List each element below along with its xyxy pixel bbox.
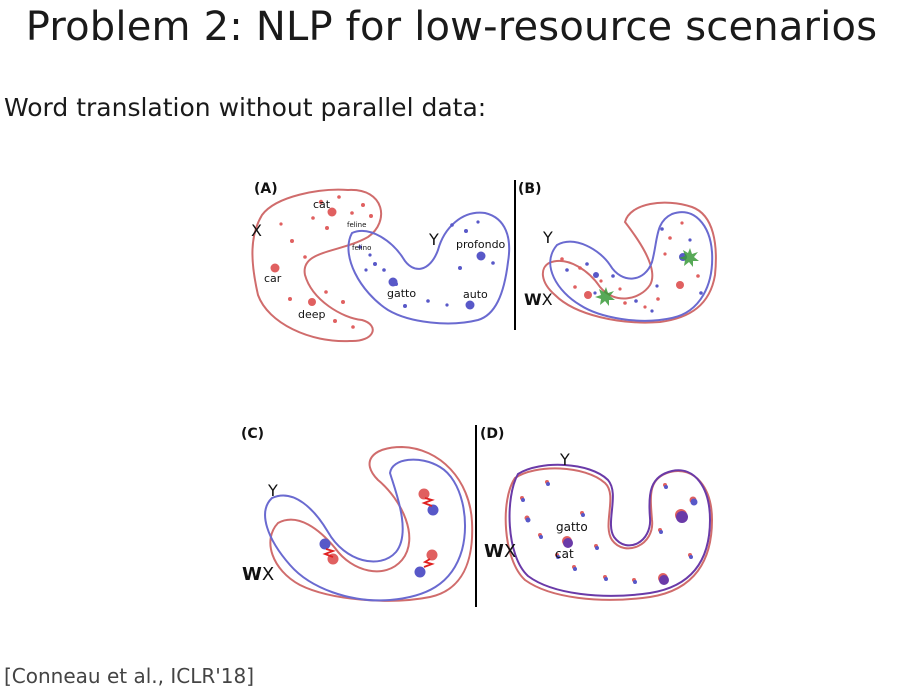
target-space-y-outline: [347, 211, 511, 325]
panel-b-label: (B): [518, 181, 541, 197]
word-label-gatto-d: gatto: [556, 520, 588, 534]
panel-c-label: (C): [241, 426, 264, 442]
target-space-y-outline-b: [549, 211, 714, 322]
zigzag-icons-c: [322, 497, 435, 568]
mapped-space-wx-outline-d: [504, 467, 714, 601]
word-label-felino: felino: [352, 244, 371, 252]
space-wx-label-c: WX: [242, 564, 274, 585]
panel-a-label: (A): [254, 181, 278, 197]
zigzag-icon: [422, 558, 435, 568]
citation: [Conneau et al., ICLR'18]: [4, 664, 254, 688]
space-wx-label-b: WX: [524, 290, 553, 309]
panel-d-label: (D): [480, 426, 504, 442]
space-y-label: Y: [428, 230, 439, 249]
mapped-space-wx-outline-c: [269, 445, 474, 602]
panel-c: (C) Y WX: [241, 426, 474, 602]
panel-a: (A) X Y cat feline car deep fel: [251, 181, 511, 343]
space-y-label-d: Y: [559, 450, 570, 469]
word-label-cat-d: cat: [555, 547, 574, 561]
word-label-deep: deep: [298, 308, 326, 321]
word-labels-x: cat feline car deep: [264, 198, 366, 321]
zigzag-icon: [421, 497, 435, 507]
word-label-feline: feline: [347, 221, 366, 229]
mapped-points-b: [560, 221, 700, 309]
slide-subtitle: Word translation without parallel data:: [4, 93, 487, 122]
source-points: [270, 195, 373, 329]
aligned-points-d: [520, 480, 698, 585]
word-label-cat: cat: [313, 198, 331, 211]
target-space-y-outline-d: [508, 463, 712, 597]
word-label-profondo: profondo: [456, 238, 506, 251]
zigzag-icon: [322, 548, 336, 558]
space-y-label-c: Y: [267, 481, 278, 500]
word-labels-y: felino profondo gatto auto: [352, 238, 506, 301]
slide-title: Problem 2: NLP for low-resource scenario…: [25, 4, 878, 50]
space-wx-label-d: WX: [484, 541, 516, 562]
source-space-x-outline: [251, 188, 383, 343]
anchor-star-icon: [595, 287, 615, 306]
word-label-auto: auto: [463, 288, 488, 301]
word-label-car: car: [264, 272, 282, 285]
target-points-b: [565, 227, 703, 313]
panel-b: (B) Y WX: [518, 181, 717, 324]
anchor-star-icon: [679, 248, 699, 267]
mapped-space-wx-outline: [541, 201, 717, 324]
space-y-label-b: Y: [542, 228, 553, 247]
anchor-stars-b: [595, 248, 699, 306]
target-space-y-outline-c: [264, 458, 466, 602]
paired-points-c: [319, 488, 439, 578]
space-x-label: X: [251, 221, 262, 240]
word-label-gatto: gatto: [387, 287, 416, 300]
target-points: [358, 220, 495, 310]
panel-d: (D) Y WX gatto cat: [480, 426, 714, 601]
